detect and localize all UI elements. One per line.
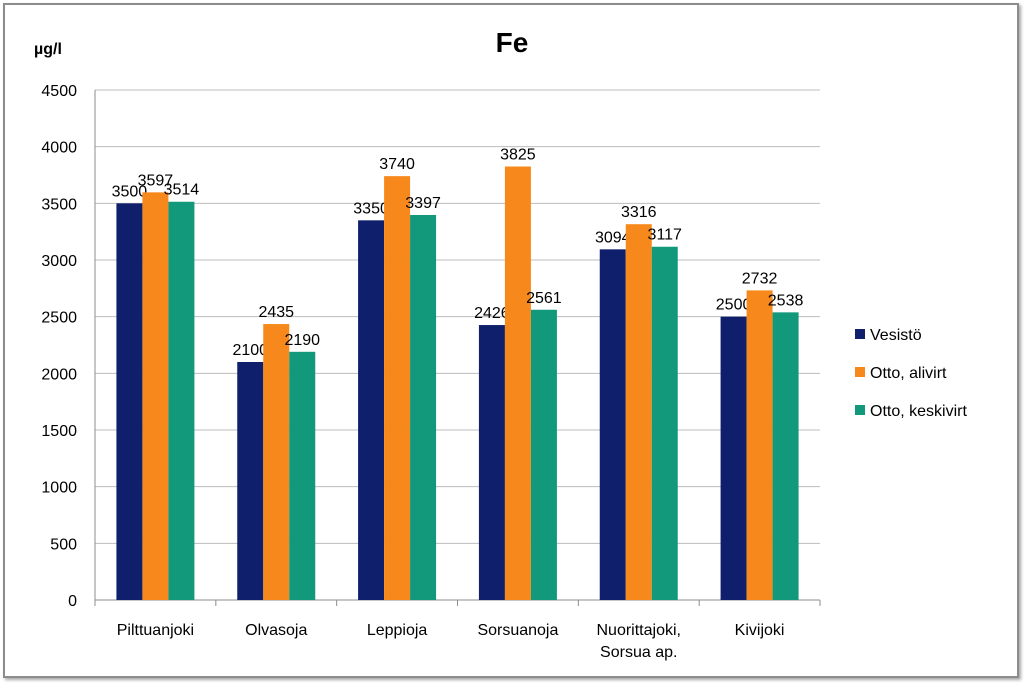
legend-swatch (855, 405, 865, 415)
legend-label: Otto, alivirt (870, 365, 947, 382)
data-label: 2100 (232, 342, 268, 359)
bar-2 (504, 166, 531, 600)
legend-swatch (855, 367, 865, 377)
data-label: 2426 (474, 305, 510, 322)
data-label: 3350 (353, 200, 389, 217)
x-category-label: Sorsuanoja (477, 622, 558, 639)
bar-3 (651, 246, 678, 601)
data-label: 3500 (112, 183, 148, 200)
data-label: 2500 (716, 297, 752, 314)
data-label: 3316 (621, 204, 657, 221)
y-tick-label: 3500 (41, 196, 77, 213)
y-tick-label: 2000 (41, 366, 77, 383)
x-category-label: Sorsua ap. (600, 644, 677, 661)
y-tick-label: 1500 (41, 423, 77, 440)
data-label: 2190 (284, 332, 320, 349)
bar-3 (530, 309, 557, 600)
data-label: 2435 (258, 304, 294, 321)
legend-swatch (855, 329, 865, 339)
bar-3 (168, 201, 195, 600)
bar-2 (625, 224, 652, 601)
data-label: 3825 (500, 147, 536, 164)
y-tick-label: 500 (50, 536, 77, 553)
bar-1 (237, 362, 264, 600)
data-label: 2561 (526, 290, 562, 307)
y-tick-label: 4500 (41, 83, 77, 100)
bar-1 (116, 203, 143, 601)
y-tick-label: 2500 (41, 310, 77, 327)
y-tick-label: 4000 (41, 140, 77, 157)
chart-title: Fe (496, 27, 529, 58)
bar-1 (720, 316, 747, 600)
y-tick-label: 3000 (41, 253, 77, 270)
legend-label: Vesistö (870, 327, 922, 344)
data-label: 3117 (648, 227, 683, 244)
bar-3 (772, 312, 799, 600)
data-label: 3094 (595, 229, 631, 246)
data-label: 2732 (742, 270, 778, 287)
y-tick-label: 1000 (41, 480, 77, 497)
bar-1 (358, 220, 385, 601)
x-category-label: Pilttuanjoki (117, 622, 194, 639)
x-category-label: Nuorittajoki, (597, 622, 681, 639)
bar-2 (263, 324, 290, 600)
bar-1 (478, 325, 505, 600)
data-label: 3397 (405, 195, 441, 212)
data-label: 2538 (768, 292, 804, 309)
data-label: 3740 (379, 156, 415, 173)
legend-label: Otto, keskivirt (870, 403, 967, 420)
bar-2 (142, 192, 169, 600)
bar-3 (289, 351, 316, 600)
bar-1 (599, 249, 626, 600)
bar-2 (746, 290, 773, 600)
y-axis-unit-label: µg/l (34, 41, 62, 58)
data-label: 3514 (164, 182, 200, 199)
bar-2 (384, 176, 411, 600)
x-category-label: Leppioja (367, 622, 428, 639)
x-category-label: Olvasoja (245, 622, 307, 639)
x-category-label: Kivijoki (735, 622, 785, 639)
data-label: 3597 (138, 172, 174, 189)
y-tick-label: 0 (68, 593, 77, 610)
bar-3 (410, 215, 437, 601)
